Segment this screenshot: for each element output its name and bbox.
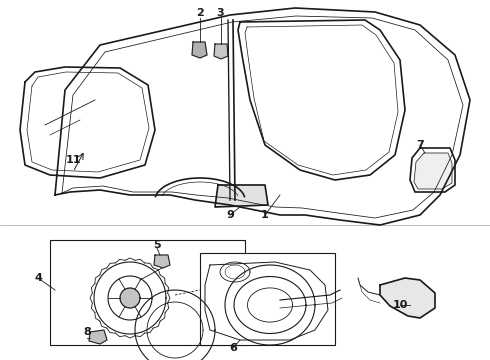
Bar	[50, 240, 245, 345]
Polygon shape	[414, 153, 452, 189]
Text: 3: 3	[216, 8, 224, 18]
Polygon shape	[380, 278, 435, 318]
Text: 9: 9	[226, 210, 234, 220]
Polygon shape	[214, 44, 228, 59]
Text: 5: 5	[153, 240, 161, 250]
Text: 6: 6	[229, 343, 237, 353]
Text: 4: 4	[34, 273, 42, 283]
Polygon shape	[215, 185, 268, 207]
Text: 1: 1	[261, 210, 269, 220]
Text: 10: 10	[392, 300, 408, 310]
Polygon shape	[154, 255, 170, 268]
Text: 11: 11	[65, 155, 81, 165]
Bar	[200, 253, 335, 345]
Polygon shape	[120, 288, 140, 308]
Polygon shape	[89, 330, 107, 344]
Polygon shape	[192, 42, 207, 58]
Text: 8: 8	[83, 327, 91, 337]
Text: 2: 2	[196, 8, 204, 18]
Text: 7: 7	[416, 140, 424, 150]
